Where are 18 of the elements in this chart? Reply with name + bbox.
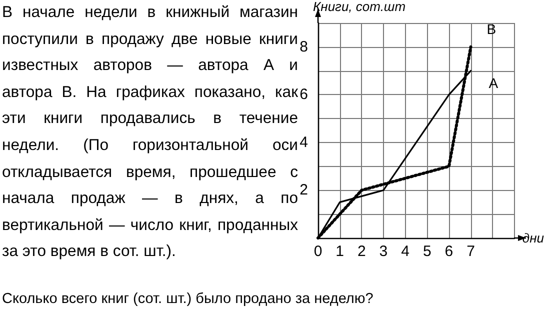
y-tick-label: 4 <box>300 134 308 151</box>
x-tick-label: 4 <box>401 243 410 260</box>
text: Сколько всего книг (сот. шт.) было продано за неделю? <box>2 290 374 309</box>
x-axis-title: дни <box>522 230 544 246</box>
x-tick-label: 6 <box>444 243 454 260</box>
x-tick-label: 0 <box>314 243 322 260</box>
text: В начале недели в книжный магазин поступили в продажу две новые книги известных авторов — автора А и автора В. На графиках показано, как эти книги продавались в течение недели. (По горизонтальной оси откладывается время, прошедшее с начала продаж — в днях, а по вертикальной — число книг, проданных за это время в сот. шт.). <box>2 4 298 260</box>
x-tick-label: 7 <box>466 243 475 260</box>
x-tick-label: 1 <box>336 243 344 260</box>
y-tick-label: 6 <box>300 86 308 104</box>
x-tick-label: 5 <box>422 243 432 260</box>
y-tick-label: 8 <box>300 38 308 56</box>
series-label: B <box>486 20 496 37</box>
y-tick-label: 2 <box>300 182 308 199</box>
series-label: A <box>488 74 499 91</box>
y-axis-title: Книги, сот.шт <box>313 0 406 14</box>
x-tick-label: 3 <box>379 243 388 260</box>
x-tick-label: 2 <box>357 243 366 260</box>
